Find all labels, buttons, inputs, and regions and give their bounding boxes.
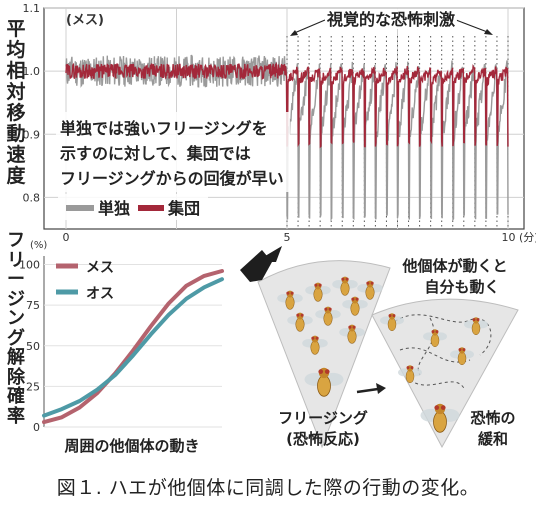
fly-illustration: 他個体が動くと 自分も動く フリージング (恐怖反応) 恐怖の 緩和 — [240, 246, 519, 449]
recovery-fan — [371, 298, 519, 449]
bottom-chart-yticks: 0 25 50 75 100 — [19, 259, 40, 434]
bottom-chart-ylabel: フリージング解除確率 — [2, 232, 30, 427]
bottom-ytick-label: 25 — [26, 380, 40, 393]
transition-arrow-icon — [356, 383, 386, 394]
top-ylabel-char: 均 — [6, 39, 26, 61]
moving-fly — [423, 329, 447, 348]
moving-fly — [464, 317, 488, 336]
bottom-yunit: (%) — [30, 240, 47, 251]
bottom-xlabel: 周囲の他個体の動き — [64, 437, 199, 455]
relief-label-1: 恐怖の — [470, 409, 515, 427]
focal-fly-relieved — [420, 403, 460, 433]
top-legend: 単独 集団 — [58, 194, 208, 220]
annotation-text: 単独では強いフリージングを 示すのに対して、集団では フリージングからの回復が早… — [56, 112, 290, 192]
top-xtick-label: 0 — [63, 231, 70, 244]
figure-caption: 図１. ハエが他個体に同調した際の行動の変化。 — [56, 477, 480, 499]
annotation-line-1: 単独では強いフリージングを — [60, 119, 268, 138]
bottom-chart-series — [42, 269, 224, 425]
female-curve — [42, 269, 224, 425]
legend-label-female: メス — [86, 260, 114, 276]
fly-group — [277, 276, 488, 433]
series-solo-line — [65, 54, 509, 222]
top-ylabel-char: 対 — [6, 81, 26, 103]
freezing-fly — [287, 312, 313, 332]
bottom-ytick-label: 0 — [33, 421, 40, 434]
bottom-ylabel-char: ジ — [7, 288, 25, 310]
annotation-line-3: フリージングからの回復が早い — [60, 169, 284, 188]
top-ylabel-char: 移 — [6, 102, 26, 124]
bottom-ytick-label: 100 — [19, 259, 40, 272]
annotation-line-2: 示すのに対して、集団では — [60, 144, 251, 163]
bottom-ylabel-char: リ — [7, 249, 25, 271]
top-chart-ylabel: 平均相対移動速度 — [2, 20, 30, 188]
freezing-fly — [302, 335, 328, 355]
bottom-ylabel-char: グ — [7, 327, 25, 349]
top-ylabel-char: 度 — [6, 165, 26, 187]
stimulus-label: 視覚的な恐怖刺激 — [326, 10, 455, 29]
top-chart-yticks: 0.8 0.9 1.0 1.1 — [23, 2, 41, 204]
relief-label-2: 緩和 — [478, 430, 508, 448]
male-curve — [42, 277, 224, 418]
freezing-fly — [332, 276, 358, 296]
bottom-ylabel-char: ン — [7, 308, 25, 329]
top-right-label-1: 他個体が動くと — [401, 257, 507, 275]
focal-fly-freezing — [304, 367, 344, 397]
speed-line-chart: 0.8 0.9 1.0 1.1 0 5 10 (分) (メス) 視覚的な恐怖刺激 単独では… — [23, 2, 536, 244]
top-xtick-label: 10 (分) — [501, 231, 536, 244]
top-right-label-2: 自分も動く — [424, 278, 499, 296]
bottom-ylabel-char: 除 — [7, 366, 25, 388]
top-ylabel-char: 平 — [6, 18, 26, 40]
freezing-fly — [305, 282, 331, 302]
freezing-label-2: (恐怖反応) — [286, 430, 360, 448]
top-ytick-label: 1.1 — [23, 2, 41, 15]
moving-fly — [450, 347, 474, 366]
figure-canvas: 0.8 0.9 1.0 1.1 0 5 10 (分) (メス) 視覚的な恐怖刺激 単独では… — [19, 2, 536, 455]
freezing-fly — [357, 280, 383, 300]
top-ytick-label: 0.8 — [23, 191, 41, 204]
bottom-ylabel-char: 確 — [7, 386, 25, 407]
top-ylabel-char: 速 — [6, 144, 26, 166]
moving-fly — [380, 313, 404, 332]
freezing-fly — [342, 296, 368, 316]
freezing-fly — [339, 324, 365, 344]
unfreeze-probability-chart: 0 25 50 75 100 (%) メス オス 周囲の他個体の動き — [19, 240, 224, 455]
moving-fly — [398, 365, 422, 384]
bottom-legend: メス オス — [56, 260, 114, 302]
bottom-ytick-label: 75 — [26, 299, 40, 312]
sex-subtitle: (メス) — [66, 13, 104, 28]
bottom-ytick-label: 50 — [26, 340, 40, 353]
top-xtick-label: 5 — [284, 231, 291, 244]
freezing-fly — [315, 306, 341, 326]
stimulus-callout: 視覚的な恐怖刺激 — [290, 9, 493, 36]
top-ylabel-char: 相 — [6, 60, 26, 82]
freezing-label-1: フリージング — [278, 409, 368, 427]
top-ytick-label: 0.9 — [23, 128, 41, 141]
bottom-ylabel-char: 率 — [7, 405, 25, 427]
legend-label-male: オス — [86, 286, 114, 302]
legend-label-group: 集団 — [167, 199, 200, 218]
top-ylabel-char: 動 — [6, 123, 26, 145]
bottom-chart-grid — [44, 264, 222, 428]
bottom-ylabel-char: ー — [7, 269, 25, 290]
bottom-ylabel-char: 解 — [7, 347, 25, 368]
freezing-fly — [277, 290, 303, 310]
legend-label-solo: 単独 — [98, 199, 130, 218]
bottom-ylabel-char: フ — [7, 230, 25, 251]
top-chart-xticks: 0 5 10 (分) — [63, 231, 536, 244]
top-ytick-label: 1.0 — [23, 65, 41, 78]
